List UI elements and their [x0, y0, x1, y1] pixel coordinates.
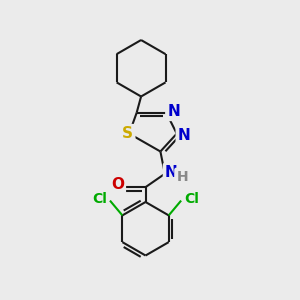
- Text: N: N: [167, 104, 180, 119]
- Text: Cl: Cl: [184, 192, 199, 206]
- Text: Cl: Cl: [92, 192, 107, 206]
- Text: S: S: [122, 126, 133, 141]
- Text: O: O: [111, 177, 124, 192]
- Text: N: N: [165, 165, 178, 180]
- Text: N: N: [178, 128, 190, 142]
- Text: H: H: [176, 170, 188, 184]
